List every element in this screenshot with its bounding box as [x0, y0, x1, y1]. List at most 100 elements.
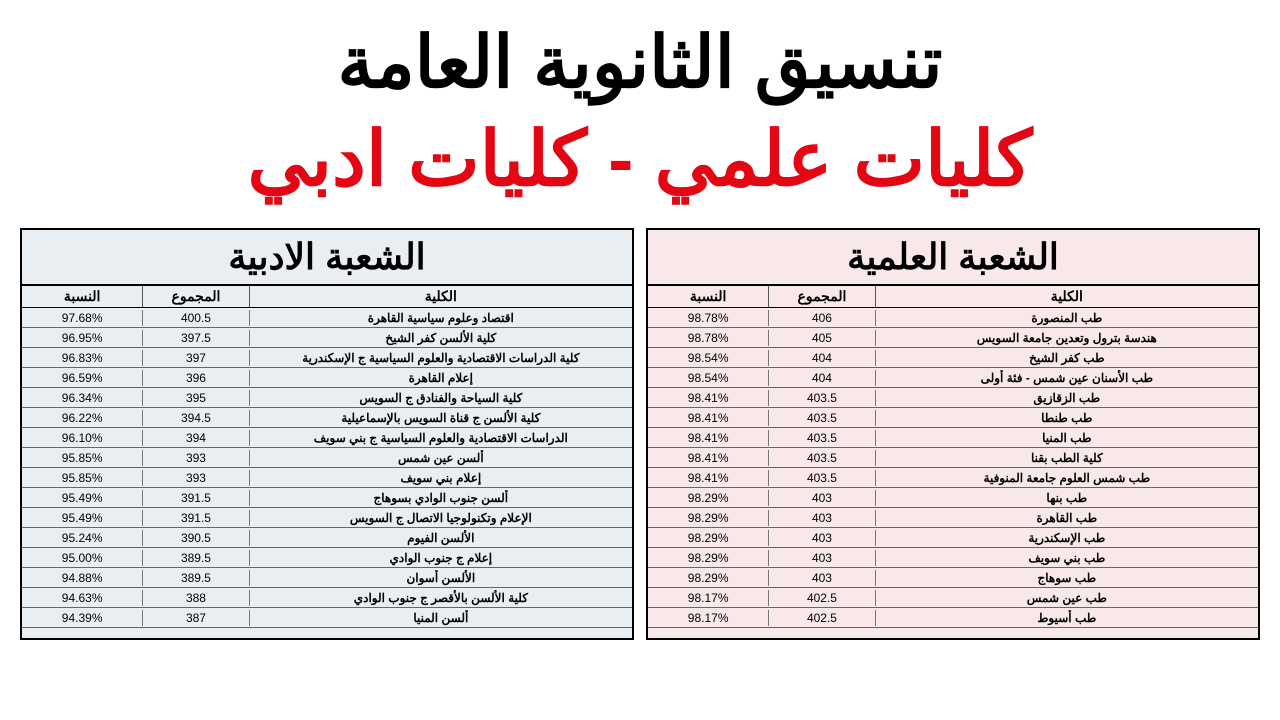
cell-pct: 98.41% [648, 390, 768, 406]
cell-name: كلية الألسن كفر الشيخ [249, 330, 632, 346]
col-header-name: الكلية [249, 286, 632, 307]
arts-sub-header: الكلية المجموع النسبة [22, 286, 632, 308]
cell-name: طب بنها [875, 490, 1258, 506]
cell-total: 397 [142, 350, 248, 366]
table-row: الألسن أسوان389.594.88% [22, 568, 632, 588]
cell-total: 402.5 [768, 610, 874, 626]
cell-pct: 95.00% [22, 550, 142, 566]
cell-total: 402.5 [768, 590, 874, 606]
table-row: طب أسيوط402.598.17% [648, 608, 1258, 628]
cell-total: 404 [768, 350, 874, 366]
table-row: ألسن جنوب الوادي بسوهاج391.595.49% [22, 488, 632, 508]
cell-total: 389.5 [142, 550, 248, 566]
cell-pct: 98.29% [648, 490, 768, 506]
science-panel-header: الشعبة العلمية [648, 230, 1258, 286]
cell-pct: 98.17% [648, 610, 768, 626]
cell-name: طب أسيوط [875, 610, 1258, 626]
cell-name: طب المنصورة [875, 310, 1258, 326]
table-row: كلية الألسن ج قناة السويس بالإسماعيلية39… [22, 408, 632, 428]
table-row: كلية السياحة والفنادق ج السويس39596.34% [22, 388, 632, 408]
cell-name: طب شمس العلوم جامعة المنوفية [875, 470, 1258, 486]
cell-name: طب القاهرة [875, 510, 1258, 526]
cell-total: 391.5 [142, 490, 248, 506]
table-row: إعلام القاهرة39696.59% [22, 368, 632, 388]
cell-total: 395 [142, 390, 248, 406]
cell-total: 403.5 [768, 430, 874, 446]
cell-name: الدراسات الاقتصادية والعلوم السياسية ج ب… [249, 430, 632, 446]
arts-rows: اقتصاد وعلوم سياسية القاهرة400.597.68%كل… [22, 308, 632, 638]
cell-pct: 94.63% [22, 590, 142, 606]
cell-name: كلية السياحة والفنادق ج السويس [249, 390, 632, 406]
cell-name: طب سوهاج [875, 570, 1258, 586]
cell-total: 396 [142, 370, 248, 386]
cell-pct: 98.29% [648, 530, 768, 546]
cell-name: طب الأسنان عين شمس - فئة أولى [875, 370, 1258, 386]
arts-panel: الشعبة الادبية الكلية المجموع النسبة اقت… [20, 228, 634, 640]
cell-pct: 98.29% [648, 570, 768, 586]
title-sub: كليات علمي - كليات ادبي [40, 111, 1240, 210]
table-row: طب القاهرة40398.29% [648, 508, 1258, 528]
cell-pct: 98.41% [648, 450, 768, 466]
cell-name: كلية الطب بقنا [875, 450, 1258, 466]
col-header-pct: النسبة [22, 286, 142, 307]
cell-total: 403 [768, 550, 874, 566]
title-main: تنسيق الثانوية العامة [40, 20, 1240, 106]
cell-name: طب طنطا [875, 410, 1258, 426]
table-row: كلية الدراسات الاقتصادية والعلوم السياسي… [22, 348, 632, 368]
cell-pct: 97.68% [22, 310, 142, 326]
cell-total: 404 [768, 370, 874, 386]
science-panel: الشعبة العلمية الكلية المجموع النسبة طب … [646, 228, 1260, 640]
cell-pct: 98.29% [648, 510, 768, 526]
cell-name: إعلام القاهرة [249, 370, 632, 386]
table-row: طب بني سويف40398.29% [648, 548, 1258, 568]
table-row: الإعلام وتكنولوجيا الاتصال ج السويس391.5… [22, 508, 632, 528]
cell-pct: 94.39% [22, 610, 142, 626]
cell-pct: 96.34% [22, 390, 142, 406]
table-row: طب الأسنان عين شمس - فئة أولى40498.54% [648, 368, 1258, 388]
cell-pct: 96.22% [22, 410, 142, 426]
cell-name: اقتصاد وعلوم سياسية القاهرة [249, 310, 632, 326]
science-sub-header: الكلية المجموع النسبة [648, 286, 1258, 308]
table-row: طب الزقازيق403.598.41% [648, 388, 1258, 408]
cell-pct: 96.95% [22, 330, 142, 346]
col-header-total: المجموع [768, 286, 874, 307]
table-row: كلية الألسن بالأقصر ج جنوب الوادي38894.6… [22, 588, 632, 608]
cell-name: ألسن جنوب الوادي بسوهاج [249, 490, 632, 506]
cell-pct: 94.88% [22, 570, 142, 586]
cell-total: 406 [768, 310, 874, 326]
cell-name: ألسن عين شمس [249, 450, 632, 466]
science-rows: طب المنصورة40698.78%هندسة بترول وتعدين ج… [648, 308, 1258, 638]
table-row: طب عين شمس402.598.17% [648, 588, 1258, 608]
cell-pct: 98.54% [648, 350, 768, 366]
cell-pct: 98.54% [648, 370, 768, 386]
cell-total: 393 [142, 450, 248, 466]
cell-total: 403 [768, 510, 874, 526]
cell-total: 403 [768, 530, 874, 546]
cell-total: 387 [142, 610, 248, 626]
table-row: إعلام بني سويف39395.85% [22, 468, 632, 488]
cell-total: 394 [142, 430, 248, 446]
table-row: طب بنها40398.29% [648, 488, 1258, 508]
cell-total: 393 [142, 470, 248, 486]
cell-pct: 98.17% [648, 590, 768, 606]
cell-total: 391.5 [142, 510, 248, 526]
cell-pct: 96.83% [22, 350, 142, 366]
cell-name: إعلام بني سويف [249, 470, 632, 486]
cell-total: 403.5 [768, 470, 874, 486]
table-row: اقتصاد وعلوم سياسية القاهرة400.597.68% [22, 308, 632, 328]
col-header-name: الكلية [875, 286, 1258, 307]
cell-total: 388 [142, 590, 248, 606]
cell-pct: 95.85% [22, 470, 142, 486]
cell-pct: 98.78% [648, 330, 768, 346]
cell-total: 403 [768, 490, 874, 506]
cell-name: الألسن أسوان [249, 570, 632, 586]
cell-name: طب الإسكندرية [875, 530, 1258, 546]
table-row: الدراسات الاقتصادية والعلوم السياسية ج ب… [22, 428, 632, 448]
cell-name: كلية الألسن ج قناة السويس بالإسماعيلية [249, 410, 632, 426]
table-row: ألسن المنيا38794.39% [22, 608, 632, 628]
cell-name: كلية الدراسات الاقتصادية والعلوم السياسي… [249, 350, 632, 366]
cell-name: طب المنيا [875, 430, 1258, 446]
table-row: طب شمس العلوم جامعة المنوفية403.598.41% [648, 468, 1258, 488]
table-row: كلية الألسن كفر الشيخ397.596.95% [22, 328, 632, 348]
cell-pct: 98.78% [648, 310, 768, 326]
